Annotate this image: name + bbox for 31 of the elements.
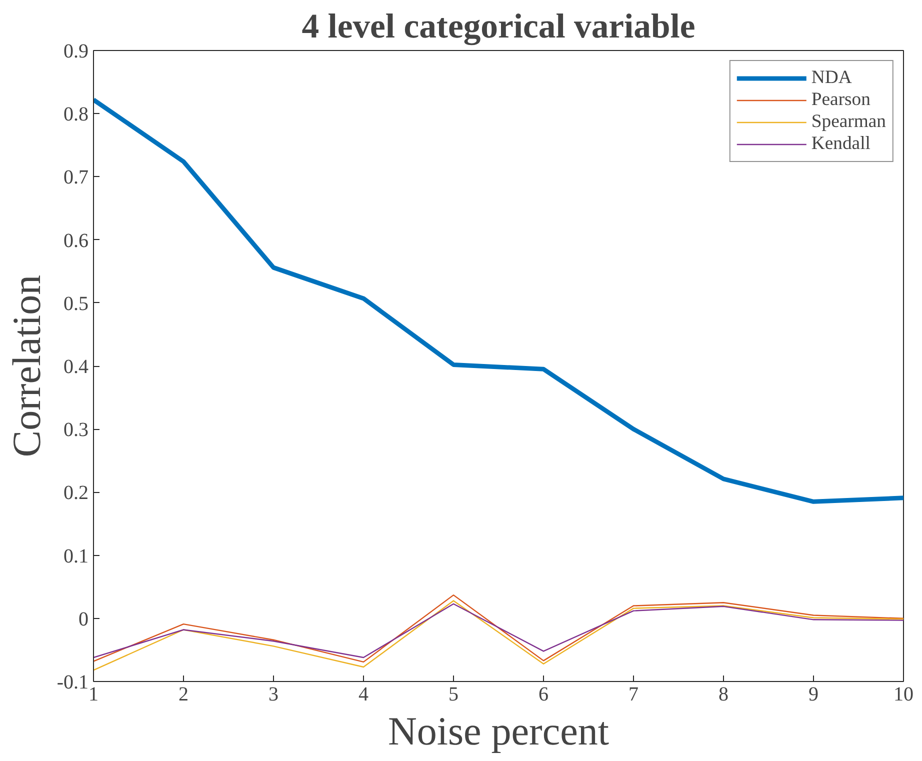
- x-tick-label: 7: [628, 684, 638, 706]
- y-tick-label: 0.9: [64, 40, 88, 62]
- chart-title: 4 level categorical variable: [302, 8, 696, 46]
- x-tick-label: 6: [538, 684, 548, 706]
- y-tick-label: 0.2: [64, 482, 88, 504]
- legend-label: Pearson: [811, 89, 870, 111]
- y-tick-label: 0.8: [64, 104, 88, 126]
- x-tick-label: 4: [358, 684, 368, 706]
- legend-label: NDA: [811, 67, 852, 89]
- y-tick-label: 0.4: [64, 356, 88, 378]
- y-tick-label: 0.6: [64, 230, 88, 252]
- x-axis-title: Noise percent: [388, 708, 610, 754]
- y-tick-label: 0.7: [64, 166, 88, 189]
- line-series: [94, 594, 904, 663]
- legend-label: Kendall: [811, 133, 870, 155]
- y-tick-label: 0: [78, 608, 88, 630]
- y-tick-label: -0.1: [56, 672, 89, 694]
- y-tick-label: 0.5: [64, 292, 88, 315]
- x-tick-label: 9: [808, 684, 818, 706]
- x-tick-label: 3: [268, 684, 278, 706]
- legend-label: Spearman: [811, 111, 886, 133]
- line-series: [94, 600, 904, 671]
- line-series: [94, 603, 904, 658]
- x-tick-label: 5: [448, 684, 458, 706]
- y-tick-label: 0.1: [64, 545, 88, 568]
- x-tick-label: 8: [718, 684, 728, 706]
- y-axis-title: Correlation: [4, 274, 49, 458]
- x-tick-label: 10: [894, 684, 914, 706]
- x-tick-label: 1: [88, 684, 98, 706]
- x-tick-label: 2: [178, 684, 188, 706]
- y-tick-label: 0.3: [64, 419, 88, 442]
